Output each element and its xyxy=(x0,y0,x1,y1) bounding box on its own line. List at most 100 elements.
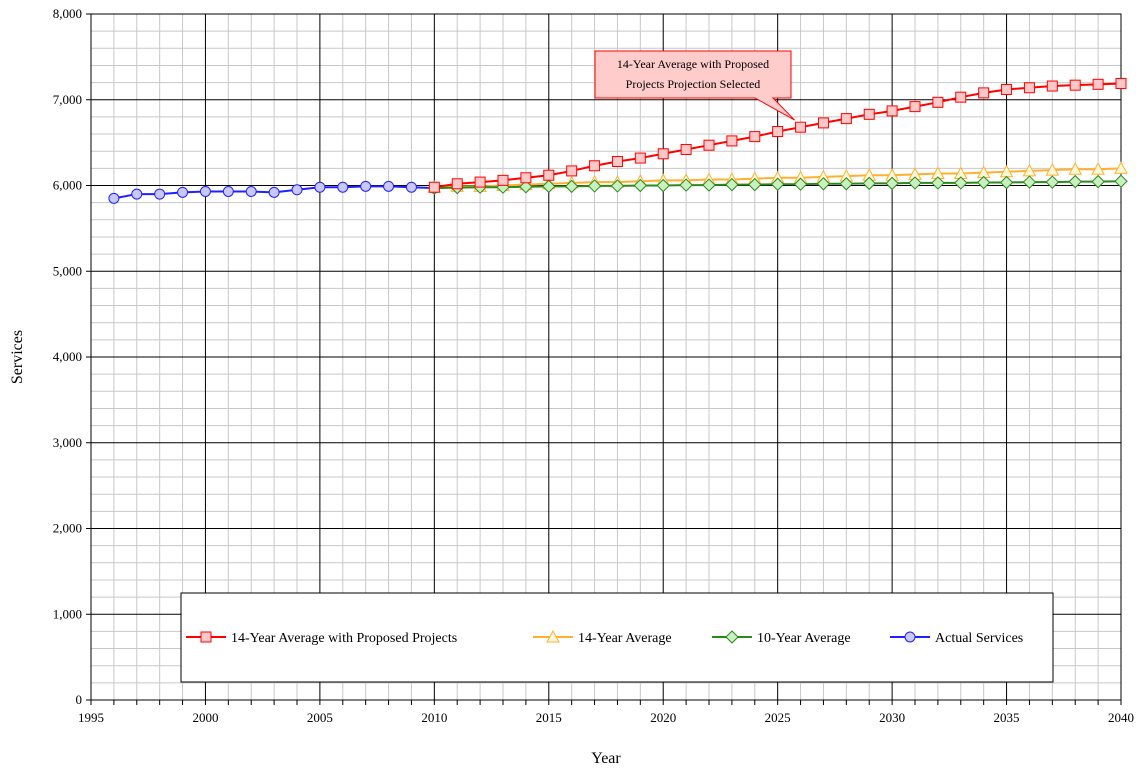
data-point xyxy=(314,181,326,193)
legend-swatch-marker xyxy=(904,631,916,643)
data-point xyxy=(749,131,761,143)
x-tick-label: 2005 xyxy=(307,710,333,725)
data-point xyxy=(587,179,602,193)
legend-label: 14-Year Average xyxy=(578,631,672,646)
y-tick-label: 5,000 xyxy=(53,263,82,278)
data-point xyxy=(908,176,922,190)
data-point xyxy=(589,160,601,172)
legend-item: 14-Year Average with Proposed Projects xyxy=(186,631,457,646)
y-tick-label: 2,000 xyxy=(53,521,82,536)
data-point xyxy=(1114,174,1128,188)
data-point xyxy=(793,177,808,191)
data-point xyxy=(1045,175,1060,189)
data-point xyxy=(451,178,463,190)
data-point xyxy=(1091,174,1105,189)
y-tick-label: 1,000 xyxy=(53,606,82,621)
data-point xyxy=(1068,162,1083,175)
series-actual-services xyxy=(108,180,440,204)
data-point xyxy=(131,188,143,200)
data-point xyxy=(1023,82,1035,94)
data-point xyxy=(428,181,440,193)
legend-swatch-marker xyxy=(200,631,212,643)
legend-label: 14-Year Average with Proposed Projects xyxy=(231,631,457,646)
data-point xyxy=(543,169,555,181)
data-point xyxy=(816,177,831,191)
y-tick-label: 8,000 xyxy=(53,6,82,21)
x-axis-title: Year xyxy=(591,750,621,767)
data-point xyxy=(656,178,670,193)
legend-swatch-marker xyxy=(546,629,560,643)
data-point xyxy=(931,176,945,190)
data-point xyxy=(817,117,829,129)
data-point xyxy=(474,176,486,188)
data-point xyxy=(770,177,785,191)
x-tick-label: 2040 xyxy=(1108,710,1134,725)
data-point xyxy=(1114,161,1128,174)
annotation-callout: 14-Year Average with Proposed Projects P… xyxy=(594,50,795,121)
data-point xyxy=(519,180,533,194)
x-tick-label: 2030 xyxy=(879,710,905,725)
y-tick-label: 0 xyxy=(76,692,83,707)
data-point xyxy=(1022,175,1037,189)
data-point xyxy=(564,179,579,194)
data-point xyxy=(245,186,257,198)
data-point xyxy=(862,176,876,191)
data-point xyxy=(360,180,372,192)
data-point xyxy=(1068,174,1082,189)
data-point xyxy=(885,176,899,191)
y-tick-label: 3,000 xyxy=(53,435,82,450)
data-point xyxy=(999,175,1014,190)
data-point xyxy=(520,172,532,184)
x-tick-label: 2015 xyxy=(536,710,562,725)
data-point xyxy=(634,152,646,164)
data-point xyxy=(337,181,349,193)
data-point xyxy=(1045,163,1060,176)
legend-label: Actual Services xyxy=(935,631,1023,646)
x-tick-label: 1995 xyxy=(78,710,104,725)
data-point xyxy=(839,177,854,191)
data-point xyxy=(108,192,120,204)
callout-text-line-1: 14-Year Average with Proposed xyxy=(617,57,769,71)
data-point xyxy=(1046,80,1058,92)
legend-swatch-marker xyxy=(725,630,739,644)
legend-item: 14-Year Average xyxy=(533,629,672,646)
data-point xyxy=(886,105,898,117)
data-point xyxy=(611,155,623,167)
data-point xyxy=(863,108,875,120)
x-tick-label: 2035 xyxy=(994,710,1020,725)
data-point xyxy=(976,175,991,190)
data-point xyxy=(633,178,648,193)
data-point xyxy=(932,96,944,108)
data-point xyxy=(542,179,556,194)
data-point xyxy=(199,186,211,198)
data-point xyxy=(726,135,738,147)
data-point xyxy=(680,143,692,155)
x-tick-label: 2025 xyxy=(765,710,791,725)
data-point xyxy=(725,177,739,192)
legend-label: 10-Year Average xyxy=(757,631,851,646)
data-point xyxy=(954,176,968,190)
data-point xyxy=(703,139,715,151)
data-point xyxy=(1115,77,1127,89)
legend-items: 14-Year Average with Proposed Projects 14… xyxy=(186,629,1023,646)
legend-item: 10-Year Average xyxy=(712,630,851,646)
data-point xyxy=(1069,79,1081,91)
x-tick-label: 2000 xyxy=(192,710,218,725)
data-point xyxy=(222,186,234,198)
y-axis-tick-labels: 0 1,000 2,000 3,000 4,000 5,000 6,000 7,000 8,00… xyxy=(53,6,82,707)
data-point xyxy=(795,121,807,133)
data-point xyxy=(748,177,762,192)
data-point xyxy=(955,91,967,103)
data-point xyxy=(702,178,716,192)
data-point xyxy=(1092,78,1104,90)
data-point xyxy=(154,188,166,200)
data-point xyxy=(1001,83,1013,95)
data-point xyxy=(497,174,509,186)
data-point xyxy=(177,186,189,198)
data-point xyxy=(978,87,990,99)
data-point xyxy=(566,165,578,177)
x-tick-label: 2010 xyxy=(421,710,447,725)
axis-ticks xyxy=(86,13,1122,705)
callout-text-line-2: Projects Projection Selected xyxy=(626,77,761,91)
data-point xyxy=(679,178,693,192)
